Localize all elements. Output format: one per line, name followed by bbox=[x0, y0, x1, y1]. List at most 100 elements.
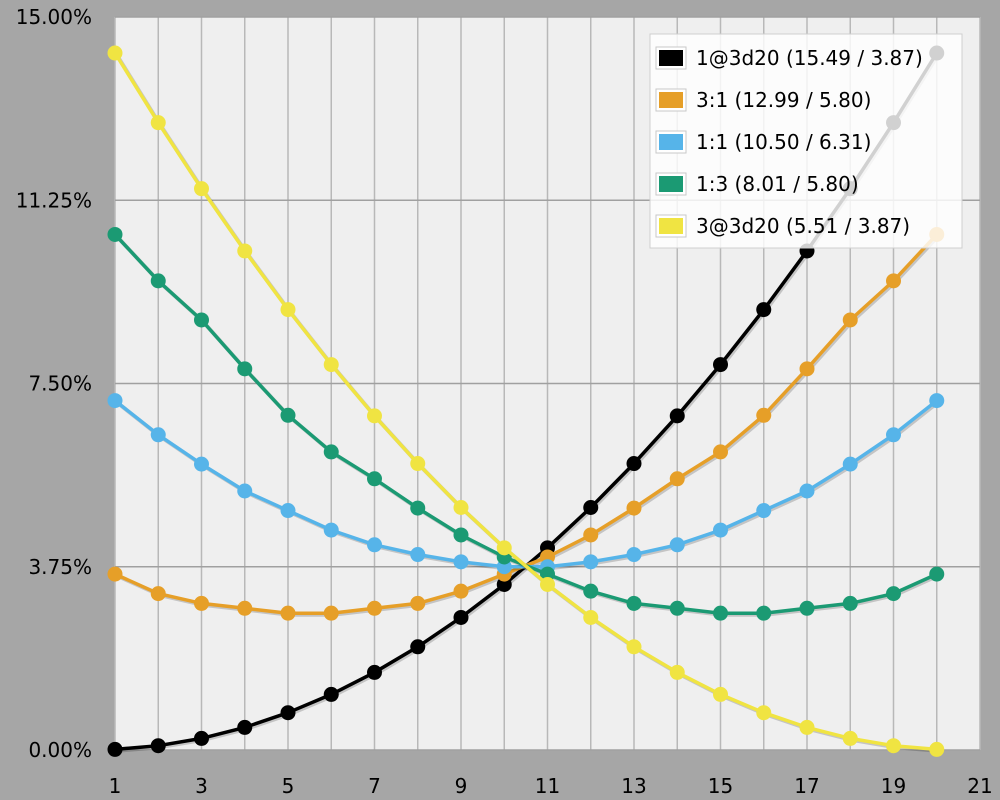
data-point bbox=[669, 537, 685, 553]
data-point bbox=[410, 595, 426, 611]
data-point bbox=[280, 302, 296, 318]
data-point bbox=[799, 719, 815, 735]
data-point bbox=[410, 639, 426, 655]
data-point bbox=[713, 686, 728, 702]
data-point bbox=[107, 741, 123, 757]
data-point bbox=[107, 566, 123, 582]
data-point bbox=[107, 393, 123, 409]
x-tick-label: 17 bbox=[794, 774, 819, 798]
data-point bbox=[669, 664, 685, 680]
legend-label: 3:1 (12.99 / 5.80) bbox=[696, 88, 871, 112]
data-point bbox=[323, 522, 339, 538]
data-point bbox=[496, 576, 512, 592]
data-point bbox=[150, 115, 166, 131]
data-point bbox=[107, 226, 123, 242]
data-point bbox=[194, 312, 209, 328]
data-point bbox=[323, 686, 339, 702]
data-point bbox=[886, 738, 901, 754]
x-tick-label: 3 bbox=[195, 774, 208, 798]
y-tick-label: 11.25% bbox=[16, 188, 92, 212]
legend-swatch bbox=[659, 134, 683, 150]
data-point bbox=[540, 566, 555, 582]
data-point bbox=[626, 547, 642, 563]
data-point bbox=[194, 456, 209, 472]
data-point bbox=[929, 741, 945, 757]
data-point bbox=[237, 600, 253, 616]
data-point bbox=[367, 408, 382, 424]
legend-swatch bbox=[659, 50, 683, 66]
grid-lines bbox=[114, 16, 981, 751]
legend-box bbox=[649, 33, 963, 249]
data-point bbox=[367, 600, 382, 616]
data-point bbox=[799, 361, 815, 377]
legend-label: 1:1 (10.50 / 6.31) bbox=[696, 130, 871, 154]
data-point bbox=[107, 45, 123, 61]
data-point bbox=[669, 471, 685, 487]
data-point bbox=[929, 393, 945, 409]
data-point bbox=[842, 456, 858, 472]
y-tick-label: 3.75% bbox=[28, 555, 92, 579]
data-point bbox=[367, 537, 382, 553]
legend-swatch bbox=[659, 92, 683, 108]
data-point bbox=[237, 361, 253, 377]
data-point bbox=[410, 456, 426, 472]
data-point bbox=[583, 527, 599, 543]
x-tick-label: 13 bbox=[621, 774, 646, 798]
data-point bbox=[799, 483, 815, 499]
axis-labels: 1 3 5 7 9 11 13 15 17 19 210.00%3.75%7.50%11.25%15… bbox=[16, 5, 993, 798]
x-tick-label: 5 bbox=[282, 774, 295, 798]
x-tick-label: 9 bbox=[455, 774, 468, 798]
data-point bbox=[583, 554, 599, 570]
data-point bbox=[929, 566, 945, 582]
data-point bbox=[280, 605, 296, 621]
data-point bbox=[669, 408, 685, 424]
data-point bbox=[756, 302, 772, 318]
data-point bbox=[453, 609, 469, 625]
data-point bbox=[540, 576, 555, 592]
data-point bbox=[626, 456, 642, 472]
data-point bbox=[886, 273, 901, 289]
data-point bbox=[280, 503, 296, 519]
data-point bbox=[150, 738, 166, 754]
data-point bbox=[453, 499, 469, 515]
data-point bbox=[583, 499, 599, 515]
data-point bbox=[583, 609, 599, 625]
data-point bbox=[626, 595, 642, 611]
data-point bbox=[756, 503, 772, 519]
data-point bbox=[237, 483, 253, 499]
series-line bbox=[113, 52, 937, 752]
legend-label: 1@3d20 (15.49 / 3.87) bbox=[696, 46, 923, 70]
data-point bbox=[842, 730, 858, 746]
data-point bbox=[410, 500, 426, 516]
data-point bbox=[799, 600, 815, 616]
data-point bbox=[367, 471, 382, 487]
data-point bbox=[280, 705, 296, 721]
data-point bbox=[367, 664, 382, 680]
data-point bbox=[280, 407, 296, 423]
data-point bbox=[842, 595, 858, 611]
legend-label: 1:3 (8.01 / 5.80) bbox=[696, 172, 859, 196]
legend: 1@3d20 (15.49 / 3.87) 3:1 (12.99 / 5.80) 1… bbox=[649, 33, 963, 249]
data-point bbox=[453, 527, 469, 543]
data-point bbox=[713, 522, 728, 538]
data-point bbox=[194, 730, 209, 746]
data-point bbox=[150, 273, 166, 289]
data-point bbox=[150, 586, 166, 602]
data-point bbox=[583, 583, 599, 599]
x-tick-label: 15 bbox=[708, 774, 733, 798]
data-point bbox=[713, 605, 728, 621]
y-tick-label: 15.00% bbox=[16, 5, 92, 29]
data-point bbox=[669, 600, 685, 616]
x-tick-label: 11 bbox=[535, 774, 560, 798]
data-point bbox=[886, 586, 901, 602]
data-point bbox=[410, 547, 426, 563]
data-point bbox=[842, 312, 858, 328]
data-point bbox=[496, 540, 512, 556]
data-point bbox=[886, 427, 901, 443]
legend-label: 3@3d20 (5.51 / 3.87) bbox=[696, 214, 910, 238]
data-point bbox=[756, 407, 772, 423]
data-point bbox=[713, 444, 728, 460]
data-point bbox=[756, 705, 772, 721]
data-point bbox=[756, 605, 772, 621]
